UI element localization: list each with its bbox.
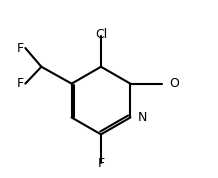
Text: F: F xyxy=(16,41,24,55)
Text: F: F xyxy=(16,77,24,90)
Text: F: F xyxy=(97,157,105,170)
Text: Cl: Cl xyxy=(95,28,107,41)
Text: O: O xyxy=(170,77,179,90)
Text: N: N xyxy=(138,111,147,124)
